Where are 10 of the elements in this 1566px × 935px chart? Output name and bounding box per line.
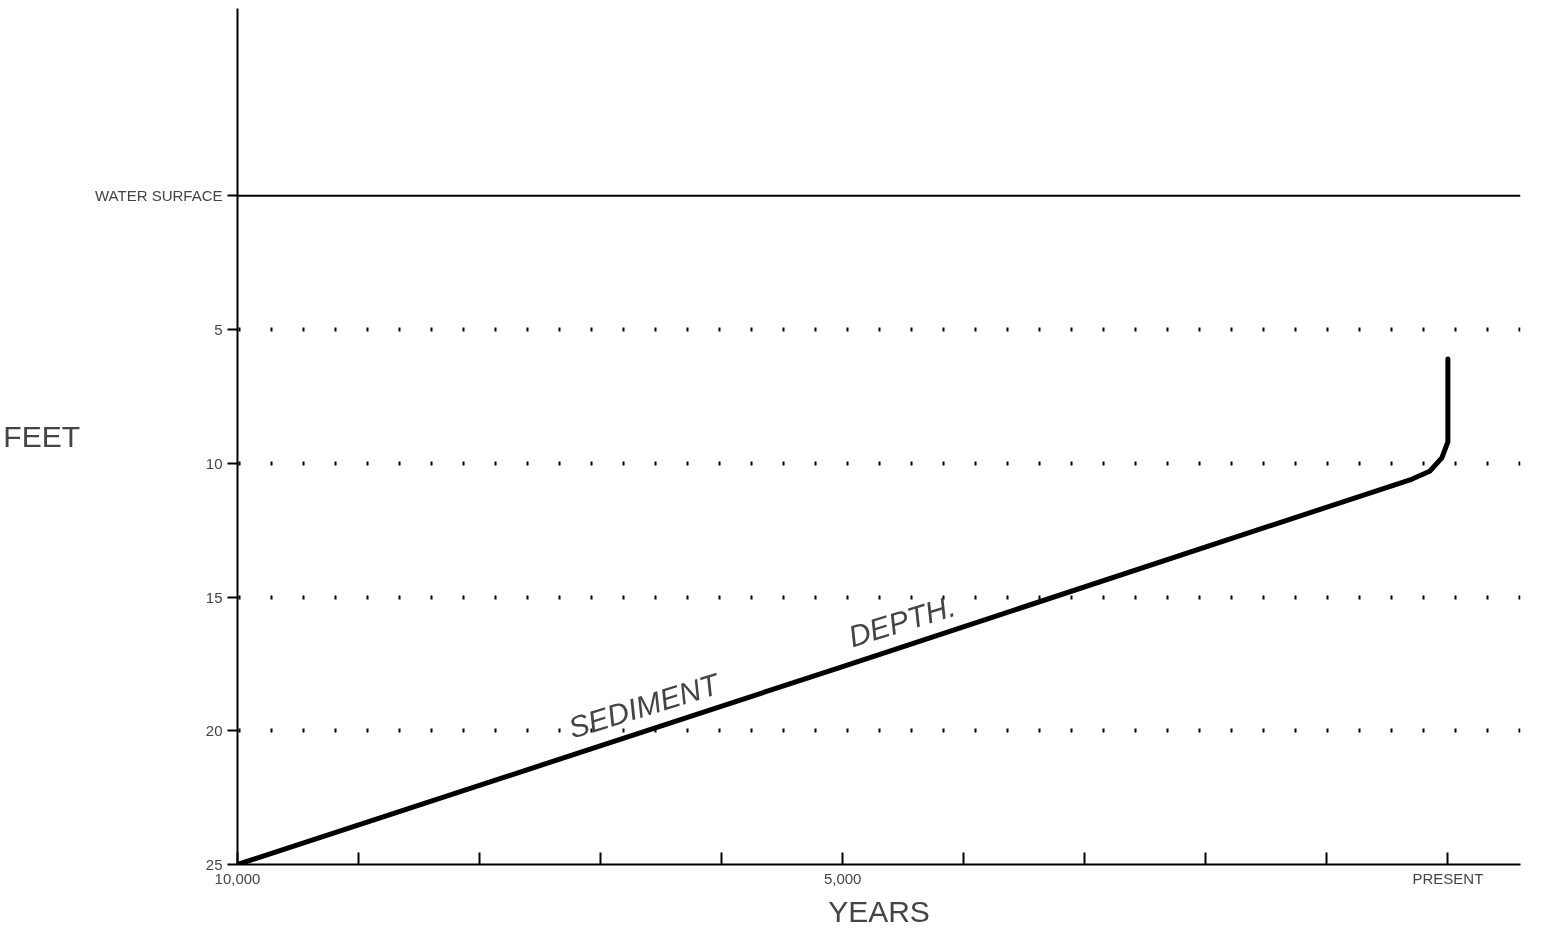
x-axis-title: YEARS	[828, 894, 930, 928]
y-axis-title: FEET	[3, 420, 80, 453]
ref-line-label: WATER SURFACE	[94, 187, 223, 205]
x-tick-label: 5,000	[823, 869, 862, 887]
annotation: DEPTH.	[844, 589, 960, 654]
y-tick-label: 15	[205, 588, 223, 606]
y-tick-label: 20	[205, 722, 223, 740]
y-tick-label: 5	[214, 321, 223, 338]
x-tick-label: PRESENT	[1412, 869, 1484, 887]
y-tick-label: 10	[205, 454, 223, 472]
